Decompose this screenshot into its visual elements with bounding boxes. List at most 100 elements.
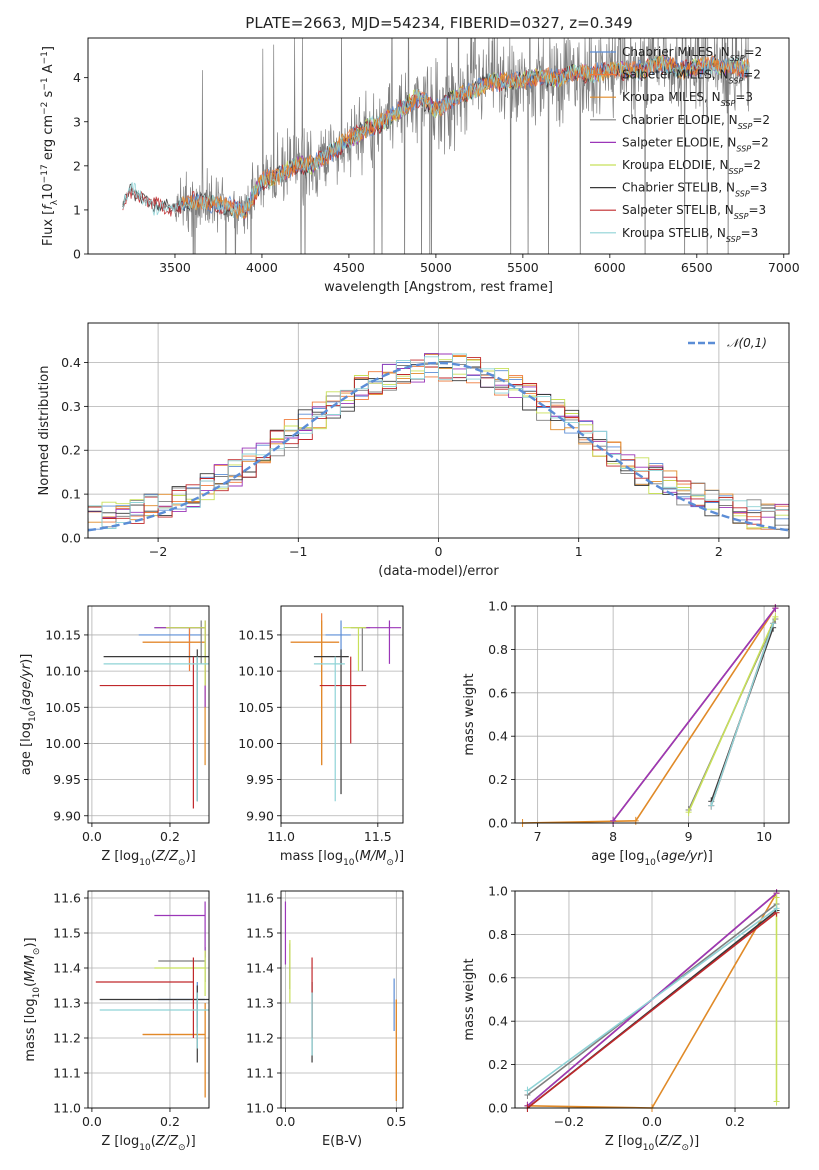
legend-entry: Salpeter STELIB, NSSP=3 [622, 203, 766, 221]
spectrum-lines [122, 38, 750, 254]
age_vs_Z-x-tick-label: 0.2 [160, 829, 180, 844]
age_vs_Z-y-tick-label: 10.10 [45, 664, 81, 679]
weight_vs_Z-y-axis-label: mass weight [462, 958, 477, 1040]
residuals-x-axis-label: (data-model)/error [378, 564, 499, 579]
weight_vs_age-x-tick-label: 9 [685, 829, 693, 844]
spectrum-x-tick-label: 6500 [681, 260, 713, 275]
legend-entry: 𝒩(0,1) [727, 336, 767, 350]
normal-curve [88, 361, 789, 532]
weight_vs_Z-y-tick-label: 0.4 [488, 1014, 508, 1029]
weight_vs_Z-y-tick-label: 0.0 [488, 1101, 508, 1116]
spectrum-y-axis-label: Flux [fλ10−17 erg cm−2 s−1 A−1] [40, 46, 60, 246]
mass_vs_EBV-y-tick-label: 11.4 [246, 961, 274, 976]
weight_vs_age-axes: 7 8 9 10 0.0 0.2 0.4 0.6 0.8 1.0 [488, 599, 789, 844]
weight_vs_Z-x-axis-label: Z [log10(Z/Z⊙)] [605, 1134, 699, 1153]
legend-entry: Salpeter ELODIE, NSSP=2 [622, 135, 769, 153]
spectrum-y-tick-label: 4 [73, 70, 81, 85]
spectrum-x-tick-label: 5500 [507, 260, 539, 275]
age_vs_Z-x-axis-label: Z [log10(Z/Z⊙)] [101, 849, 195, 868]
residuals-x-tick-label: −1 [289, 544, 307, 559]
weight-line-kroupa-elodie [687, 616, 777, 813]
mass_vs_Z-x-tick-label: 0.2 [160, 1114, 180, 1129]
residuals-y-tick-label: 0.1 [61, 487, 81, 502]
mass_vs_Z-y-tick-label: 11.0 [53, 1101, 81, 1116]
chart-panels: 3500 4000 4500 5000 5500 6000 6500 7000 0 1 2 3 4 Cha… [19, 37, 800, 1153]
residuals-x-tick-label: 0 [435, 544, 443, 559]
weight_vs_age-x-axis-label: age [log10(age/yr)] [591, 849, 713, 868]
weight_vs_Z-frame [514, 890, 790, 1109]
weight_vs_age-y-tick-label: 0.2 [488, 772, 508, 787]
spectrum-x-tick-label: 3500 [159, 260, 191, 275]
age_vs_Z-axes: 0.0 0.2 9.90 9.95 10.00 10.05 10.10 10.15 [45, 606, 209, 844]
weight_vs_Z-lines [524, 889, 780, 1112]
mass_vs_EBV-y-tick-label: 11.3 [246, 996, 274, 1011]
weight_vs_age-lines [519, 604, 779, 827]
weight_vs_age-frame [514, 605, 790, 824]
age_vs_mass-x-tick-label: 11.0 [267, 829, 295, 844]
legend-entry: Kroupa MILES, NSSP=3 [622, 90, 753, 108]
weight-line-kroupa-miles [522, 607, 777, 824]
residuals-x-tick-label: −2 [149, 544, 167, 559]
residuals-frame [87, 322, 790, 539]
residuals-x-tick-label: 1 [575, 544, 583, 559]
weight_vs_Z-y-tick-label: 0.8 [488, 927, 508, 942]
age_vs_mass-y-tick-label: 9.90 [246, 808, 274, 823]
weight-line-salpeter-elodie [612, 607, 777, 822]
mass_vs_Z-x-axis-label: Z [log10(Z/Z⊙)] [101, 1134, 195, 1153]
spectrum-x-tick-label: 4000 [246, 260, 278, 275]
weight-line-kroupa-stelib [710, 623, 774, 806]
weight_vs_Z-x-tick-label: 0.0 [642, 1114, 662, 1129]
weight_vs_age-y-tick-label: 1.0 [488, 599, 508, 614]
residuals-y-tick-label: 0.4 [61, 355, 81, 370]
weight_vs_age-y-tick-label: 0.8 [488, 642, 508, 657]
residuals-y-tick-label: 0.0 [61, 531, 81, 546]
legend-entry: Kroupa STELIB, NSSP=3 [622, 226, 758, 244]
mass_vs_EBV-x-axis-label: E(B-V) [322, 1134, 362, 1149]
residuals-legend: 𝒩(0,1) [688, 336, 767, 350]
mass_vs_Z-y-tick-label: 11.4 [53, 961, 81, 976]
spectrum-y-tick-label: 0 [73, 247, 81, 262]
mass_vs_EBV-axes: 0.0 0.5 11.0 11.1 11.2 11.3 11.4 11.5 11.6 [246, 891, 406, 1130]
spectrum-x-tick-label: 5000 [420, 260, 452, 275]
weight-line-salpeter-stelib [527, 912, 777, 1109]
mass_vs_EBV-y-tick-label: 11.6 [246, 891, 274, 906]
mass_vs_EBV-points [284, 901, 397, 1101]
age_vs_mass-x-axis-label: mass [log10(M/M⊙)] [280, 849, 404, 868]
weight_vs_age-y-tick-label: 0.4 [488, 729, 508, 744]
legend-entry: Kroupa ELODIE, NSSP=2 [622, 158, 761, 176]
weight_vs_Z-x-tick-label: −0.2 [554, 1114, 584, 1129]
mass_vs_Z-y-tick-label: 11.5 [53, 926, 81, 941]
age_vs_mass-y-tick-label: 10.05 [238, 700, 274, 715]
mass_vs_EBV-x-tick-label: 0.5 [386, 1114, 406, 1129]
residuals-y-tick-label: 0.2 [61, 443, 81, 458]
mass_vs_EBV-y-tick-label: 11.5 [246, 926, 274, 941]
mass_vs_Z-frame [87, 890, 210, 1109]
age_vs_mass-y-tick-label: 9.95 [246, 772, 274, 787]
age_vs_Z-y-tick-label: 10.00 [45, 736, 81, 751]
residuals-histograms [88, 353, 789, 532]
weight_vs_Z-x-tick-label: 0.2 [725, 1114, 745, 1129]
mass_vs_Z-y-tick-label: 11.6 [53, 891, 81, 906]
figure-title: PLATE=2663, MJD=54234, FIBERID=0327, z=0… [245, 14, 632, 32]
histogram-kroupa-stelib [88, 353, 789, 529]
spectrum-y-tick-label: 3 [73, 114, 81, 129]
age_vs_Z-y-tick-label: 9.90 [53, 808, 81, 823]
age_vs_Z-y-tick-label: 9.95 [53, 772, 81, 787]
residuals-x-tick-label: 2 [715, 544, 723, 559]
age_vs_mass-points [290, 613, 402, 802]
weight-line-kroupa-stelib [527, 907, 777, 1092]
mass_vs_Z-y-tick-label: 11.2 [53, 1031, 81, 1046]
age_vs_Z-y-tick-label: 10.05 [45, 700, 81, 715]
age_vs_mass-y-tick-label: 10.15 [238, 627, 274, 642]
mass_vs_Z-y-axis-label: mass [log10(M/M⊙)] [23, 937, 42, 1061]
residuals-y-axis-label: Normed distribution [37, 366, 52, 496]
spectrum-x-tick-label: 6000 [594, 260, 626, 275]
age_vs_mass-frame [280, 605, 404, 824]
mass_vs_EBV-y-tick-label: 11.0 [246, 1101, 274, 1116]
age_vs_Z-y-axis-label: age [log10(age/yr)] [19, 654, 38, 776]
age_vs_Z-frame [87, 605, 210, 824]
age_vs_mass-y-tick-label: 10.10 [238, 664, 274, 679]
age_vs_Z-x-tick-label: 0.0 [82, 829, 102, 844]
weight_vs_age-x-tick-label: 7 [534, 829, 542, 844]
